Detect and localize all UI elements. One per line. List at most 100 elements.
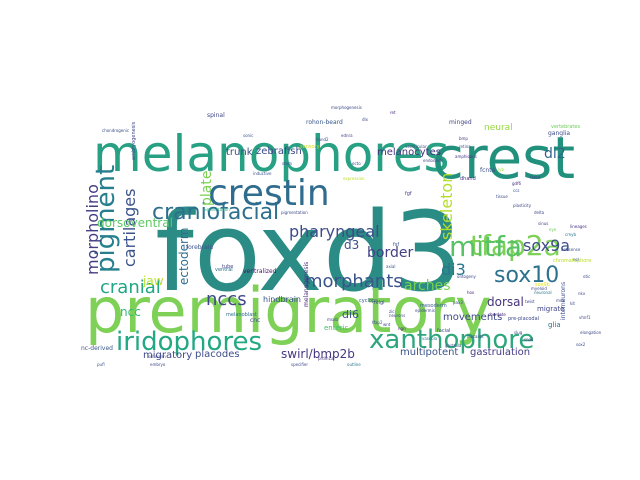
word-kit: kit — [570, 301, 575, 306]
word-mutants: mutants — [467, 334, 484, 339]
word-chondrogenic: chondrogenic — [102, 128, 129, 133]
word-wnt: wnt — [383, 322, 391, 327]
word-pufl: pufl — [97, 362, 105, 367]
word-dorsoventral: dorsoventral — [97, 216, 173, 230]
word-glia: glia — [548, 321, 561, 329]
word-ccs: ccs — [513, 188, 519, 193]
word-sox9b: sox9b — [535, 282, 550, 288]
word-di3: di3 — [441, 260, 466, 279]
word-ventralized: ventralized — [243, 268, 277, 275]
word-craniofacial: craniofacial — [152, 200, 279, 225]
word-endoderm: endoderm — [423, 158, 444, 163]
word-dhand: dhand — [460, 176, 476, 182]
word-skeleton: skeleton — [437, 173, 456, 240]
word-ncl: ncl — [573, 257, 579, 262]
word-crest: crest — [432, 124, 575, 192]
word-morphogenesis: morphogenesis — [331, 105, 362, 110]
word-mitfa: mitfa — [449, 230, 522, 263]
word-cartilages: cartilages — [120, 189, 139, 267]
word-melanoblast: melanoblast — [226, 312, 257, 318]
word-border: border — [367, 245, 413, 261]
word-facial: facial — [437, 328, 450, 334]
word-gastrula: gastrula — [445, 343, 462, 348]
word-pigment: pigment — [91, 165, 121, 273]
word-melanogenesis: melanogenesis — [303, 262, 310, 307]
word-migrate: migrate — [537, 305, 564, 313]
word-myeloid: myeloid — [531, 286, 547, 291]
word-nkx: nkx — [578, 291, 586, 296]
word-pigmentation: pigmentation — [281, 210, 308, 215]
word-chromatophore: chromatophore — [553, 258, 591, 264]
word-dorsal: dorsal — [487, 295, 524, 309]
word-pigmentation: pigmentation — [203, 207, 230, 212]
word-ednra: ednra — [341, 133, 353, 138]
word-sensory: sensory — [300, 144, 320, 150]
word-elongation: elongation — [580, 330, 602, 335]
word-retina: retina — [459, 144, 471, 149]
word-ncc: ncc — [120, 305, 141, 319]
word-hox: hox — [467, 290, 475, 295]
word-inductive: inductive — [253, 171, 272, 176]
word-migratory: migratory — [143, 350, 192, 361]
word-epidermis: epidermis — [415, 308, 435, 313]
word-pharyngeal: pharyngeal — [289, 222, 380, 241]
word-cmyb: cmyb — [565, 232, 576, 237]
word-hindbrain: hindbrain — [263, 295, 301, 304]
word-tfap2a: tfap2a — [470, 229, 561, 262]
word-stem: stem — [282, 161, 292, 166]
word-hand2: hand2 — [316, 137, 329, 142]
word-pre-placodal: pre-placodal — [508, 316, 539, 322]
word-pax3: pax3 — [453, 300, 463, 305]
word-ganglia: ganglia — [548, 130, 570, 137]
word-chordate: chordate — [488, 312, 506, 317]
word-fgf: fgf — [405, 191, 412, 197]
word-mesoderm: mesoderm — [420, 303, 447, 309]
word-vertebrates: vertebrates — [551, 124, 580, 130]
word-msxb: msxb — [327, 317, 338, 322]
word-vhnf1: vhnf1 — [579, 315, 591, 320]
word-bmp: bmp — [459, 136, 468, 141]
word-fsf: fsf — [393, 242, 399, 248]
word-vascula: vascula — [422, 336, 438, 341]
word-swirl-bmp2b: swirl/bmp2b — [281, 347, 355, 361]
word-nc-derived: nc-derived — [81, 345, 113, 352]
word-jaw: jaw — [142, 274, 164, 288]
word-ecto: ecto — [352, 161, 361, 166]
word-tube: tube — [222, 264, 233, 270]
word-iridophores: iridophores — [116, 327, 262, 357]
word-ret: ret — [390, 110, 396, 115]
word-lyb: lyb — [498, 167, 504, 172]
word-sinus: sinus — [538, 221, 548, 226]
word-zebrafish: zebrafish — [256, 146, 302, 157]
word-ventral: ventral — [215, 267, 233, 273]
word-ventricular: ventricular — [405, 144, 427, 149]
word-melanophores: melanophores — [93, 125, 450, 183]
word-premigratory: premigratory — [85, 274, 492, 347]
word-d3: d3 — [344, 238, 359, 252]
word-embryo: embryo — [150, 362, 166, 367]
word-twist: twist — [525, 299, 535, 304]
word-neural: neural — [484, 123, 513, 133]
word-ontogeny: ontogeny — [457, 274, 477, 279]
word-sox10: sox10 — [494, 263, 559, 288]
word-embryogenesis: embryogenesis — [131, 121, 137, 160]
word-otic: otic — [583, 274, 590, 279]
word-ectoderm: ectoderm — [177, 228, 191, 285]
word-cranial: cranial — [100, 277, 161, 298]
word-sox2: sox2 — [576, 342, 586, 347]
word-fcnta: fcnta — [480, 167, 496, 174]
word-enteric: enteric — [324, 324, 349, 332]
word-arches: arches — [404, 278, 451, 294]
word-lineages: lineages — [570, 224, 587, 229]
word-dlx: dlx — [362, 117, 369, 122]
word-tissue: tissue — [496, 194, 508, 199]
word-amphioxus: amphioxus — [455, 154, 477, 159]
word-fated: fated — [530, 175, 541, 180]
word-rohon-beard: rohon-beard — [306, 119, 343, 126]
word-sox9a: sox9a — [523, 236, 570, 255]
word-slug: slug — [514, 330, 523, 335]
word-nilgi: nilgi — [374, 300, 385, 306]
word-zic: zic — [389, 309, 394, 314]
word-axial: axial — [386, 264, 396, 269]
